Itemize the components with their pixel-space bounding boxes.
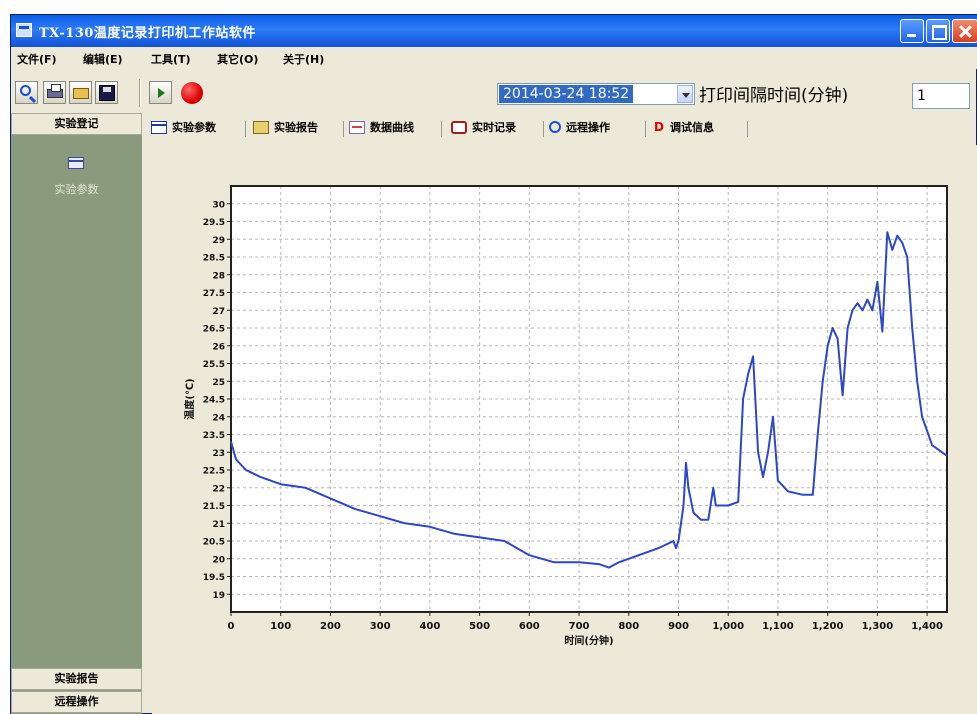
datetime-value[interactable]: 2014-03-24 18:52 bbox=[499, 85, 634, 103]
x-tick-label: 400 bbox=[419, 621, 440, 632]
x-tick-label: 500 bbox=[469, 621, 490, 632]
minimize-button[interactable] bbox=[900, 19, 924, 43]
menu-bar: 文件(F) 编辑(E) 工具(T) 其它(O) 关于(H) bbox=[11, 47, 977, 69]
y-tick-label: 26.5 bbox=[203, 325, 225, 335]
sidebar-header-report[interactable]: 实验报告 bbox=[11, 668, 142, 690]
tab-params[interactable]: 实验参数 bbox=[151, 119, 216, 139]
y-tick-label: 28 bbox=[212, 271, 225, 281]
play-icon bbox=[158, 88, 165, 98]
x-axis-label: 时间(分钟) bbox=[564, 634, 613, 647]
interval-input[interactable] bbox=[912, 83, 970, 109]
printer-icon bbox=[47, 84, 63, 98]
x-tick-label: 100 bbox=[270, 621, 291, 632]
folder-icon bbox=[73, 88, 89, 99]
search-button[interactable] bbox=[15, 81, 38, 104]
x-tick-label: 900 bbox=[668, 621, 689, 632]
print-button[interactable] bbox=[43, 81, 66, 104]
debug-icon: D bbox=[654, 119, 664, 134]
x-tick-label: 800 bbox=[618, 621, 639, 632]
maximize-button[interactable] bbox=[926, 19, 950, 43]
chart-panel: 0 100 200 300 400 500 600 700 800 900 1,000 1,100 1,… bbox=[152, 145, 977, 714]
curve-icon bbox=[349, 120, 365, 134]
temperature-series-line bbox=[230, 231, 948, 569]
y-tick-label: 20 bbox=[212, 555, 225, 565]
table-icon bbox=[151, 120, 167, 134]
sidebar-header-remote[interactable]: 远程操作 bbox=[11, 691, 142, 713]
y-tick-label: 29 bbox=[212, 236, 225, 246]
report-icon bbox=[253, 120, 269, 134]
y-tick-label: 29.5 bbox=[203, 218, 225, 228]
record-button[interactable] bbox=[181, 82, 203, 104]
temperature-chart: 0 100 200 300 400 500 600 700 800 900 1,000 1,100 1,… bbox=[183, 185, 948, 647]
y-tick-label: 27.5 bbox=[203, 289, 225, 299]
magnifier-icon bbox=[20, 85, 31, 96]
y-tick-label: 25.5 bbox=[203, 360, 225, 370]
x-tick-label: 1,100 bbox=[762, 621, 794, 632]
x-tick-label: 1,400 bbox=[911, 621, 943, 632]
x-tick-label: 0 bbox=[228, 621, 235, 632]
chevron-down-icon[interactable] bbox=[677, 85, 693, 103]
y-tick-label: 28.5 bbox=[203, 254, 225, 264]
sidebar-header-registration[interactable]: 实验登记 bbox=[11, 113, 142, 135]
interval-label: 打印间隔时间(分钟) bbox=[699, 86, 849, 106]
y-tick-label: 26 bbox=[212, 342, 225, 352]
y-tick-label: 21.5 bbox=[203, 502, 225, 512]
y-tick-label: 22.5 bbox=[203, 467, 225, 477]
sidebar: 实验登记 实验参数 实验报告 远程操作 bbox=[11, 113, 142, 714]
title-bar[interactable]: TX-130温度记录打印机工作站软件 bbox=[11, 15, 977, 47]
tab-remote[interactable]: 远程操作 bbox=[549, 119, 610, 139]
save-button[interactable] bbox=[95, 81, 118, 104]
tab-bar: 实验参数 实验报告 数据曲线 实时记录 远程操作 D 调试信息 bbox=[149, 115, 949, 141]
y-tick-label: 23.5 bbox=[203, 431, 225, 441]
y-tick-label: 21 bbox=[212, 520, 225, 530]
y-tick-label: 24.5 bbox=[203, 396, 225, 406]
x-tick-label: 1,200 bbox=[812, 621, 844, 632]
x-tick-label: 200 bbox=[320, 621, 341, 632]
y-tick-label: 23 bbox=[212, 449, 225, 459]
toolbar-separator bbox=[139, 79, 141, 107]
y-tick-label: 19.5 bbox=[203, 573, 225, 583]
x-tick-label: 1,300 bbox=[862, 621, 894, 632]
x-tick-label: 1,000 bbox=[712, 621, 744, 632]
menu-about[interactable]: 关于(H) bbox=[283, 53, 325, 66]
menu-tools[interactable]: 工具(T) bbox=[151, 53, 191, 66]
app-icon bbox=[16, 23, 32, 37]
printer-icon bbox=[451, 120, 467, 134]
y-tick-label: 24 bbox=[212, 413, 225, 423]
datetime-picker[interactable]: 2014-03-24 18:52 bbox=[497, 83, 695, 105]
magnifier-icon bbox=[549, 121, 561, 133]
tab-realtime[interactable]: 实时记录 bbox=[451, 119, 516, 139]
y-tick-label: 30 bbox=[212, 200, 225, 210]
y-tick-label: 20.5 bbox=[203, 538, 225, 548]
window-title: TX-130温度记录打印机工作站软件 bbox=[39, 26, 256, 41]
y-tick-label: 27 bbox=[212, 307, 225, 317]
close-button[interactable] bbox=[952, 19, 977, 43]
y-tick-label: 19 bbox=[212, 591, 225, 601]
y-tick-label: 25 bbox=[212, 378, 225, 388]
menu-edit[interactable]: 编辑(E) bbox=[83, 53, 123, 66]
x-tick-label: 700 bbox=[569, 621, 590, 632]
tab-report[interactable]: 实验报告 bbox=[253, 119, 318, 139]
toolbar: 2014-03-24 18:52 打印间隔时间(分钟) bbox=[11, 71, 977, 113]
sidebar-item-params[interactable]: 实验参数 bbox=[54, 183, 99, 196]
start-button[interactable] bbox=[149, 81, 172, 104]
menu-other[interactable]: 其它(O) bbox=[217, 53, 259, 66]
tab-debug[interactable]: D 调试信息 bbox=[654, 119, 714, 134]
y-tick-label: 22 bbox=[212, 484, 225, 494]
tab-curve[interactable]: 数据曲线 bbox=[349, 119, 414, 139]
menu-file[interactable]: 文件(F) bbox=[17, 53, 57, 66]
open-button[interactable] bbox=[69, 81, 92, 104]
x-tick-label: 600 bbox=[519, 621, 540, 632]
table-icon[interactable] bbox=[68, 157, 84, 169]
app-window: TX-130温度记录打印机工作站软件 文件(F) 编辑(E) 工具(T) 其它(… bbox=[10, 14, 977, 714]
x-tick-label: 300 bbox=[370, 621, 391, 632]
y-axis-label: 温度(℃) bbox=[183, 378, 196, 419]
floppy-icon bbox=[99, 85, 115, 101]
